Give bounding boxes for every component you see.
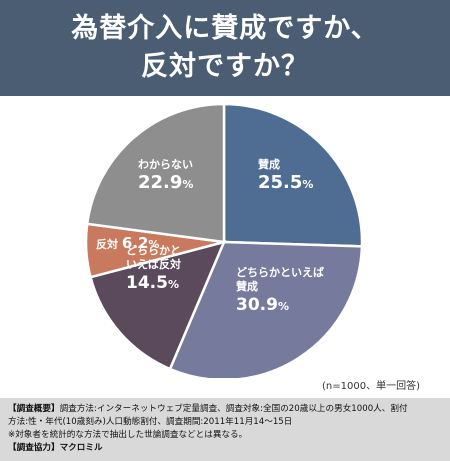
- sample-note: (n=1000、単一回答): [322, 381, 420, 392]
- slice-label-group-3: 反対 6.2%: [96, 234, 159, 252]
- slice-category-3: 反対: [96, 237, 122, 251]
- slice-category-1-0: どちらかといえば: [236, 265, 324, 279]
- pie-slice-1: [168, 240, 364, 378]
- chart-title-line2: 反対ですか？: [141, 51, 309, 82]
- pie-slice-0: [222, 102, 364, 248]
- slice-value-label-2: 14.5%: [126, 273, 179, 293]
- slice-value-0: 25.5: [258, 172, 302, 193]
- slice-unit-0: %: [302, 178, 313, 191]
- slice-unit-2: %: [168, 278, 179, 291]
- footer-line-1: 【調査概要】調査方法:インターネットウェブ定量調査、調査対象:全国の20歳以上の…: [8, 403, 442, 416]
- slice-value-1: 30.9: [236, 295, 278, 315]
- slice-unit-3: %: [148, 238, 159, 251]
- pie-slice-2: [89, 240, 227, 371]
- survey-footer: 【調査概要】調査方法:インターネットウェブ定量調査、調査対象:全国の20歳以上の…: [0, 398, 450, 461]
- pie-chart: 賛成25.5%どちらかといえば賛成30.9%どちらかといえば反対14.5%反対 …: [84, 102, 364, 378]
- footer-line-3: ※対象者を統計的な方法で抽出した世論調査などとは異なる。: [8, 430, 248, 440]
- slice-category-2-0: どちらかと: [126, 244, 181, 257]
- slice-value-2: 14.5: [126, 273, 168, 293]
- title-banner: 為替介入に賛成ですか、 反対ですか？: [0, 0, 450, 96]
- footer-survey-text-1: 調査方法:インターネットウェブ定量調査、調査対象:全国の20歳以上の男女1000…: [59, 404, 408, 414]
- slice-category-1-1: 賛成: [236, 279, 258, 293]
- footer-line-4: 【調査協力】マクロミル: [8, 442, 442, 455]
- footer-survey-heading: 【調査概要】: [8, 404, 60, 414]
- slice-value-4: 22.9: [138, 172, 182, 193]
- pie-slice-4: [85, 102, 226, 244]
- slice-value-label-4: 22.9%: [138, 172, 193, 193]
- slice-value-label-1: 30.9%: [236, 295, 289, 315]
- slice-unit-1: %: [278, 300, 289, 313]
- slice-value-3: 6.2: [122, 234, 149, 252]
- footer-cooperation-text: マクロミル: [59, 443, 103, 453]
- slice-category-4-0: わからない: [138, 158, 193, 171]
- slice-category-2-1: いえば反対: [126, 257, 181, 271]
- slice-value-label-0: 25.5%: [258, 172, 313, 193]
- slice-category-0-0: 賛成: [258, 157, 280, 171]
- footer-line-2: 方法:性・年代(10歳刻み)人口動態割付、調査期間:2011年11月14～15日: [8, 417, 293, 427]
- slice-unit-4: %: [182, 178, 193, 191]
- chart-title-line1: 為替介入に賛成ですか、: [71, 13, 379, 44]
- slice-label-3: 反対 6.2%: [96, 234, 159, 252]
- footer-cooperation-heading: 【調査協力】: [8, 443, 60, 453]
